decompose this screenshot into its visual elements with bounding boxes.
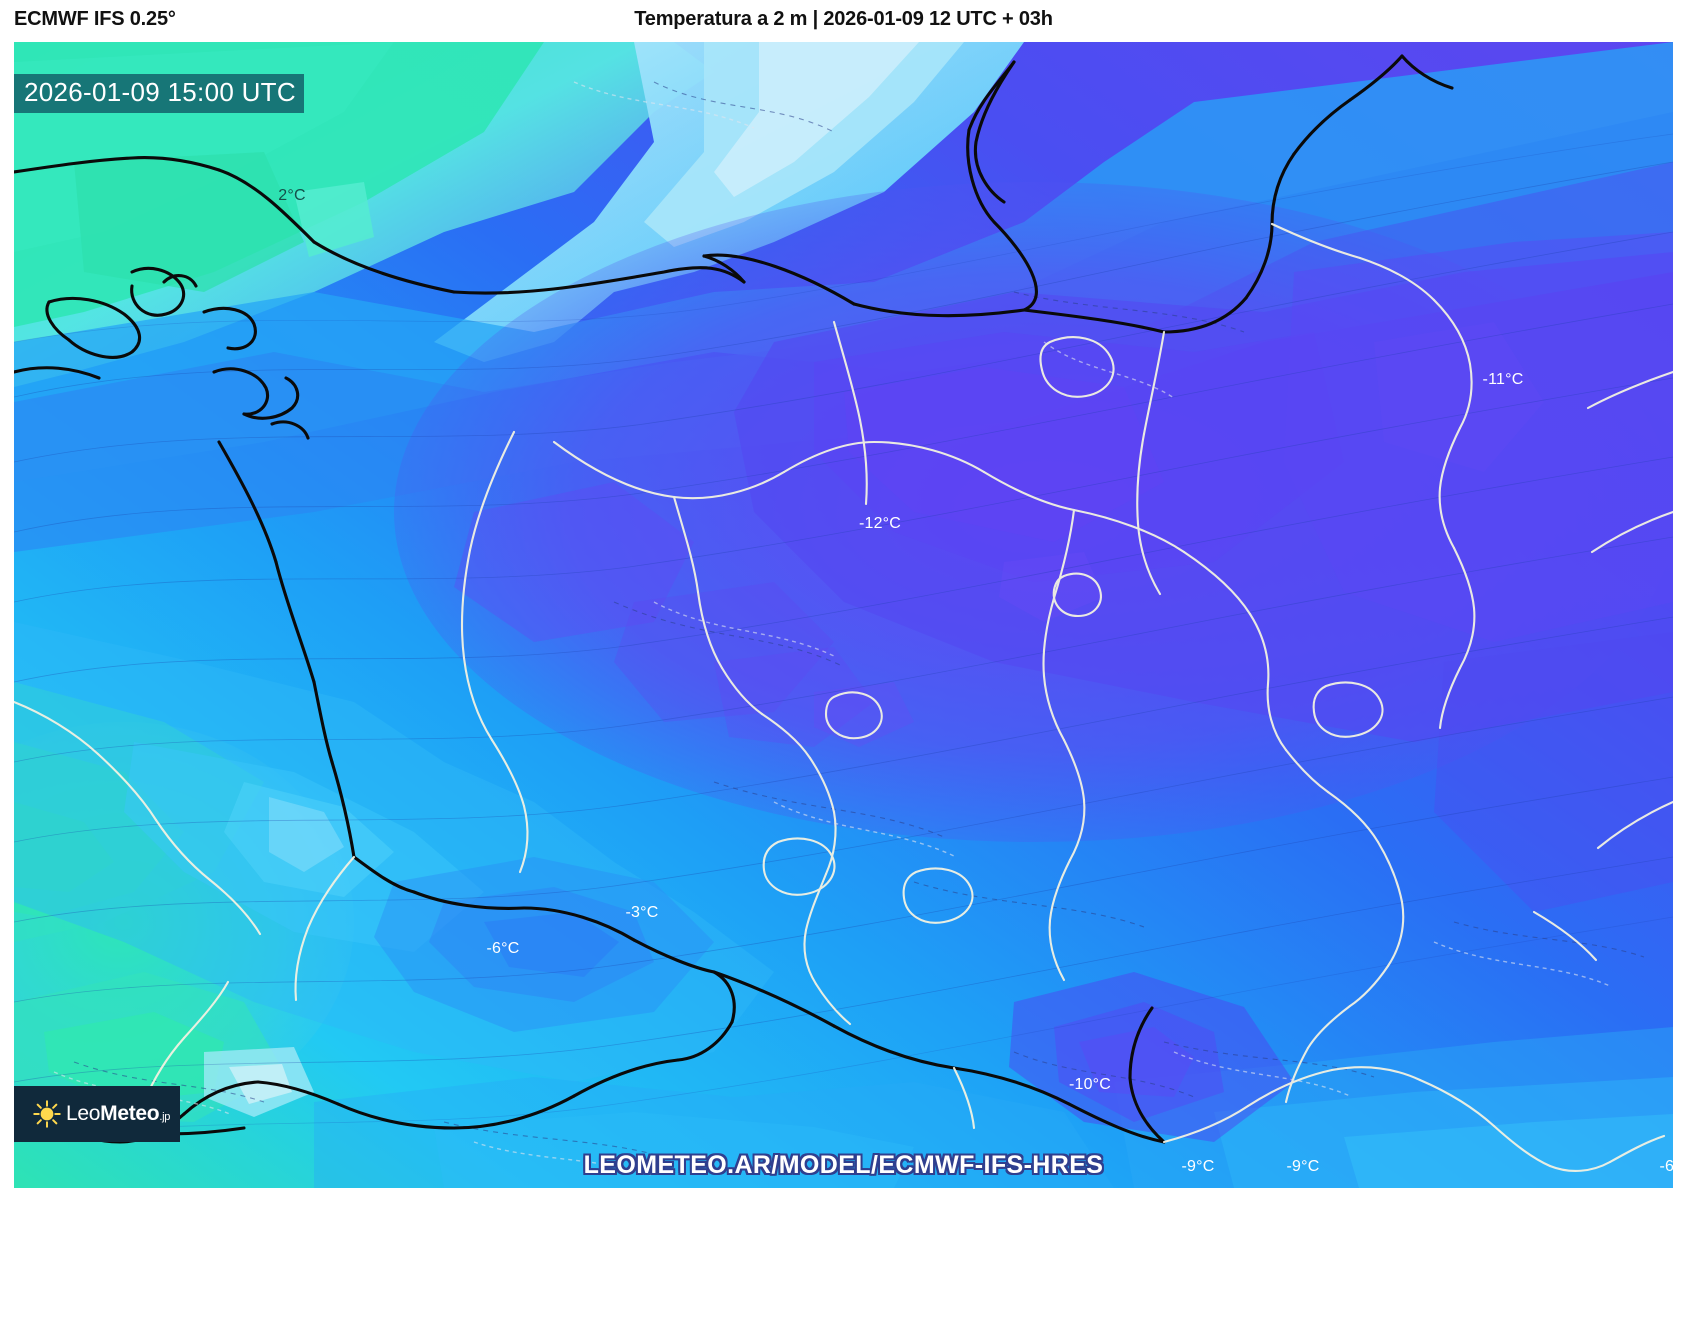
footer: -13.70 °C −50−40−30−20−1001020304050 5.2… xyxy=(0,1188,1687,1338)
map-canvas xyxy=(14,42,1673,1188)
leometeo-logo[interactable]: LeoMeteo.jp xyxy=(14,1086,180,1142)
logo-wordmark: LeoMeteo.jp xyxy=(66,1102,170,1126)
logo-name-bold: Meteo xyxy=(100,1102,160,1125)
model-label: ECMWF IFS 0.25° xyxy=(14,8,176,30)
temperature-map[interactable]: 2026-01-09 15:00 UTC 2°C -11°C -12°C -3°C -6… xyxy=(14,42,1673,1188)
valid-time-label: 2026-01-09 15:00 UTC xyxy=(14,74,304,113)
logo-tld: .jp xyxy=(159,1111,171,1123)
header: ECMWF IFS 0.25° Temperatura a 2 m | 2026… xyxy=(0,0,1687,42)
page-title: Temperatura a 2 m | 2026-01-09 12 UTC + … xyxy=(634,8,1053,30)
sun-icon xyxy=(33,1100,61,1128)
logo-name-light: Leo xyxy=(66,1102,101,1125)
